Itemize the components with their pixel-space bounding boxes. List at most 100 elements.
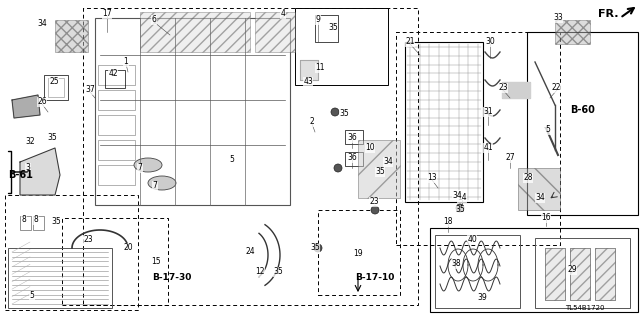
- Text: 38: 38: [451, 259, 461, 269]
- Bar: [140, 12, 250, 52]
- Bar: [62, 218, 168, 305]
- Text: 34: 34: [452, 190, 462, 199]
- Ellipse shape: [148, 176, 176, 190]
- Bar: [345, 152, 363, 166]
- Text: 4: 4: [280, 10, 285, 19]
- Text: B-61: B-61: [8, 170, 33, 180]
- Text: 35: 35: [328, 24, 338, 33]
- Bar: [430, 228, 638, 312]
- Bar: [518, 168, 560, 210]
- Text: 16: 16: [541, 213, 551, 222]
- Bar: [315, 15, 338, 42]
- Polygon shape: [20, 148, 60, 195]
- Text: B-17-10: B-17-10: [355, 273, 394, 283]
- Bar: [98, 90, 135, 110]
- Circle shape: [331, 108, 339, 116]
- Text: 35: 35: [375, 167, 385, 176]
- Ellipse shape: [134, 158, 162, 172]
- Bar: [318, 210, 400, 295]
- Text: 36: 36: [347, 133, 357, 143]
- Text: B-60: B-60: [570, 105, 595, 115]
- Circle shape: [314, 244, 322, 252]
- Bar: [255, 12, 295, 52]
- Bar: [595, 248, 615, 300]
- Text: 26: 26: [37, 98, 47, 107]
- Bar: [98, 65, 135, 85]
- Text: B-17-30: B-17-30: [152, 273, 191, 283]
- Text: 36: 36: [347, 153, 357, 162]
- Circle shape: [456, 204, 464, 212]
- Bar: [5, 195, 138, 310]
- Text: 24: 24: [245, 248, 255, 256]
- Circle shape: [371, 206, 379, 214]
- Text: 18: 18: [444, 218, 452, 226]
- Bar: [527, 32, 638, 215]
- Text: 30: 30: [485, 38, 495, 47]
- Text: 2: 2: [310, 117, 314, 127]
- Text: 34: 34: [37, 19, 47, 28]
- Bar: [405, 42, 483, 202]
- Text: 33: 33: [553, 13, 563, 23]
- Bar: [502, 82, 530, 98]
- Text: FR.: FR.: [598, 9, 618, 19]
- Bar: [570, 248, 590, 300]
- Text: 20: 20: [123, 243, 133, 253]
- Text: 35: 35: [47, 133, 57, 143]
- Bar: [295, 8, 388, 85]
- Text: 11: 11: [316, 63, 324, 72]
- Text: 35: 35: [310, 243, 320, 253]
- Text: 34: 34: [535, 194, 545, 203]
- Bar: [98, 165, 135, 185]
- Text: 13: 13: [427, 174, 437, 182]
- Text: 37: 37: [85, 85, 95, 94]
- Text: 28: 28: [524, 174, 532, 182]
- Bar: [535, 238, 630, 308]
- Text: 23: 23: [498, 84, 508, 93]
- Text: 7: 7: [138, 164, 143, 173]
- Bar: [44, 75, 68, 100]
- Bar: [98, 140, 135, 160]
- Text: 39: 39: [477, 293, 487, 302]
- Text: 23: 23: [369, 197, 379, 206]
- Text: 1: 1: [124, 57, 129, 66]
- Text: 5: 5: [545, 125, 550, 135]
- Text: 42: 42: [108, 70, 118, 78]
- Text: 35: 35: [339, 109, 349, 118]
- Bar: [98, 115, 135, 135]
- Text: 31: 31: [483, 108, 493, 116]
- Text: 19: 19: [353, 249, 363, 258]
- Bar: [83, 8, 418, 305]
- Text: 22: 22: [551, 84, 561, 93]
- Bar: [33, 216, 44, 230]
- Text: 6: 6: [152, 16, 156, 25]
- Text: 35: 35: [51, 218, 61, 226]
- Bar: [95, 18, 290, 205]
- Text: 41: 41: [483, 144, 493, 152]
- Bar: [545, 248, 565, 300]
- Bar: [48, 78, 64, 97]
- Polygon shape: [300, 60, 318, 80]
- Polygon shape: [12, 95, 40, 118]
- Text: 17: 17: [102, 10, 112, 19]
- Text: 34: 34: [383, 158, 393, 167]
- Text: 10: 10: [365, 144, 375, 152]
- Circle shape: [334, 164, 342, 172]
- Bar: [55, 20, 88, 52]
- Text: 29: 29: [567, 265, 577, 275]
- Bar: [358, 140, 400, 198]
- Text: 35: 35: [273, 268, 283, 277]
- Bar: [435, 235, 520, 308]
- Bar: [20, 216, 31, 230]
- Text: 3: 3: [26, 164, 31, 173]
- Polygon shape: [502, 82, 530, 98]
- Text: 25: 25: [49, 78, 59, 86]
- Text: 23: 23: [83, 235, 93, 244]
- Text: 9: 9: [316, 16, 321, 25]
- Text: 8: 8: [22, 216, 26, 225]
- Text: 15: 15: [151, 257, 161, 266]
- Text: 21: 21: [405, 38, 415, 47]
- Bar: [396, 32, 560, 245]
- Text: 14: 14: [457, 194, 467, 203]
- Text: 5: 5: [29, 292, 35, 300]
- Bar: [300, 60, 318, 80]
